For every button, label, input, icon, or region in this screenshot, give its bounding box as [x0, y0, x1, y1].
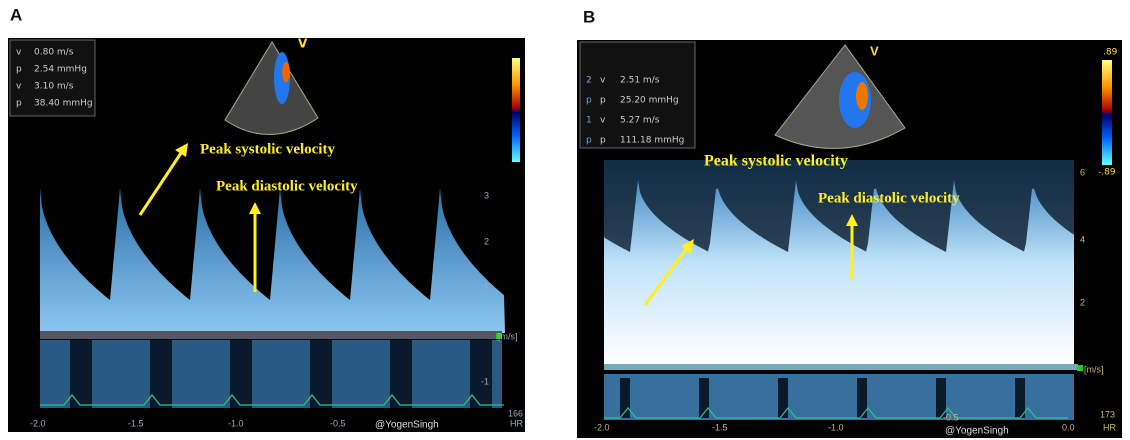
readout-box — [9, 39, 96, 117]
arrow — [643, 246, 690, 306]
readout-marker: 2 — [586, 76, 592, 86]
unit-label: [m/s] — [498, 331, 518, 341]
arrowhead — [681, 239, 694, 254]
ecg-trace — [40, 394, 504, 406]
readout-marker: p — [586, 96, 592, 106]
probe-label: V — [870, 43, 879, 58]
flow-gap — [150, 340, 172, 408]
readout-value: 111.18 mmHg — [620, 136, 684, 146]
annotation: Peak diastolic velocity — [818, 190, 960, 206]
flow-gap — [778, 378, 788, 418]
readout-marker: p — [586, 136, 592, 146]
readout-param: v — [600, 76, 606, 86]
color-flow — [856, 82, 868, 110]
doppler-shadow — [604, 160, 1074, 252]
flow-gap — [857, 378, 867, 418]
hr-marker — [496, 333, 502, 339]
readout-value: 5.27 m/s — [620, 116, 660, 126]
arrowhead — [846, 214, 858, 226]
time-tick-label: -0.5 — [943, 412, 959, 422]
annotation: Peak diastolic velocity — [216, 178, 358, 194]
echo-sector — [224, 41, 319, 135]
ecg-trace — [604, 407, 1068, 419]
baseline — [40, 331, 502, 339]
readout-box — [579, 41, 696, 149]
time-tick-label: 0.0 — [1062, 422, 1075, 432]
axis-tick-label: 2 — [1080, 297, 1085, 307]
readout-param: p — [16, 65, 22, 75]
readout-value: 38.40 mmHg — [34, 99, 93, 109]
watermark: @YogenSingh — [945, 426, 1009, 437]
readout-value: 25.20 mmHg — [620, 96, 679, 106]
readout-marker: 1 — [586, 116, 592, 126]
time-tick-label: -1.5 — [712, 422, 728, 432]
flow-gap — [70, 340, 92, 408]
axis-tick-label: 1 — [484, 282, 489, 292]
panel-label: A — [10, 5, 22, 24]
readout-value: 0.80 m/s — [34, 48, 74, 58]
flow-gap — [936, 378, 946, 418]
color-bar — [1102, 60, 1112, 165]
reverse-flow — [604, 374, 1074, 420]
flow-gap — [699, 378, 709, 418]
readout-param: v — [16, 48, 22, 58]
flow-gap — [390, 340, 412, 408]
readout-param: p — [600, 96, 606, 106]
color-scale-label: .89 — [1103, 48, 1118, 58]
time-tick-label: -1.0 — [828, 422, 844, 432]
flow-gap — [470, 340, 492, 408]
axis-tick-label: 6 — [1080, 167, 1085, 177]
unit-label: [m/s] — [1084, 364, 1104, 374]
heart-rate: 173 — [1100, 409, 1115, 419]
time-tick-label: -1.5 — [128, 418, 144, 428]
flow-gap — [1015, 378, 1025, 418]
readout-param: v — [600, 116, 606, 126]
time-tick-label: -2.0 — [30, 418, 46, 428]
panel-label: B — [583, 7, 595, 26]
readout-value: 3.10 m/s — [34, 82, 74, 92]
arrowhead — [249, 202, 261, 214]
heart-rate-label: HR — [510, 418, 523, 428]
axis-tick-label: 2 — [484, 236, 489, 246]
arrow — [138, 149, 185, 216]
readout-param: p — [600, 136, 606, 146]
annotation: Peak systolic velocity — [200, 141, 335, 157]
time-tick-label: -2.0 — [594, 422, 610, 432]
annotation: Peak systolic velocity — [704, 153, 848, 170]
doppler-envelope — [40, 188, 505, 333]
color-bar — [512, 58, 520, 162]
heart-rate-label: HR — [1103, 422, 1116, 432]
flow-gap — [310, 340, 332, 408]
axis-tick-label: 3 — [484, 190, 489, 200]
time-tick-label: -0.5 — [330, 418, 346, 428]
reverse-flow — [40, 340, 502, 408]
flow-gap — [230, 340, 252, 408]
arrowhead — [175, 143, 188, 157]
readout-param: v — [16, 82, 22, 92]
heart-rate: 166 — [508, 408, 523, 418]
readout-value: 2.51 m/s — [620, 76, 660, 86]
axis-tick-label: -1 — [481, 376, 489, 386]
hr-marker — [1077, 365, 1083, 371]
baseline — [604, 364, 1078, 370]
color-flow — [282, 62, 290, 82]
time-tick-label: -1.0 — [228, 418, 244, 428]
watermark: @YogenSingh — [375, 420, 439, 431]
probe-label: V — [298, 37, 308, 51]
flow-gap — [620, 378, 630, 418]
readout-value: 2.54 mmHg — [34, 65, 87, 75]
axis-tick-label: 4 — [1080, 234, 1085, 244]
color-scale-label: -.89 — [1098, 168, 1116, 178]
readout-param: p — [16, 99, 22, 109]
